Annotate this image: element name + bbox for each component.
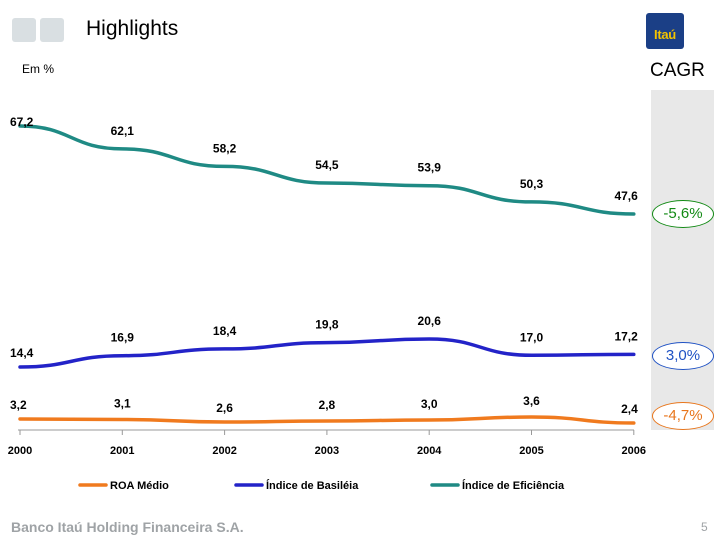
data-label: 2,4 xyxy=(621,402,638,416)
data-label: 17,2 xyxy=(614,329,638,343)
x-tick-label: 2003 xyxy=(315,445,339,457)
cagr-panel xyxy=(651,90,714,430)
data-label: 20,6 xyxy=(418,314,442,328)
x-tick-label: 2000 xyxy=(8,445,32,457)
data-label: 67,2 xyxy=(10,115,34,129)
data-label: 3,6 xyxy=(523,394,540,408)
data-label: 3,0 xyxy=(421,397,438,411)
page-title: Highlights xyxy=(86,17,179,40)
data-label: 18,4 xyxy=(213,324,237,338)
data-label: 53,9 xyxy=(418,161,442,175)
data-label: 58,2 xyxy=(213,141,237,155)
legend-label: Índice de Basiléia xyxy=(266,479,359,492)
unit-label: Em % xyxy=(22,62,55,76)
decorative-square xyxy=(40,18,64,42)
data-label: 54,5 xyxy=(315,158,339,172)
logo-text: Itaú xyxy=(654,27,676,42)
data-label: 47,6 xyxy=(614,189,638,203)
footer-company: Banco Itaú Holding Financeira S.A. xyxy=(11,519,244,535)
data-label: 17,0 xyxy=(520,330,544,344)
x-tick-label: 2002 xyxy=(212,445,236,457)
x-tick-label: 2005 xyxy=(519,445,543,457)
data-label: 16,9 xyxy=(111,331,135,345)
cagr-eficiencia: -5,6% xyxy=(652,200,714,228)
series-line-2 xyxy=(18,415,636,425)
legend-label: ROA Médio xyxy=(110,480,169,492)
data-label: 3,2 xyxy=(10,398,27,412)
decorative-square xyxy=(12,18,36,42)
data-label: 50,3 xyxy=(520,177,544,191)
legend-label: Índice de Eficiência xyxy=(462,479,565,492)
data-label: 62,1 xyxy=(111,124,135,138)
cagr-basileia: 3,0% xyxy=(652,342,714,370)
cagr-roa: -4,7% xyxy=(652,402,714,430)
data-label: 14,4 xyxy=(10,346,34,360)
data-label: 3,1 xyxy=(114,397,131,411)
data-label: 2,6 xyxy=(216,401,233,415)
itau-logo: Itaú xyxy=(646,13,684,49)
data-label: 19,8 xyxy=(315,318,339,332)
page-number: 5 xyxy=(701,520,708,534)
x-tick-label: 2001 xyxy=(110,445,134,457)
cagr-label: CAGR xyxy=(650,60,705,81)
x-tick-label: 2004 xyxy=(417,445,442,457)
x-tick-label: 2006 xyxy=(622,445,646,457)
data-label: 2,8 xyxy=(319,398,336,412)
